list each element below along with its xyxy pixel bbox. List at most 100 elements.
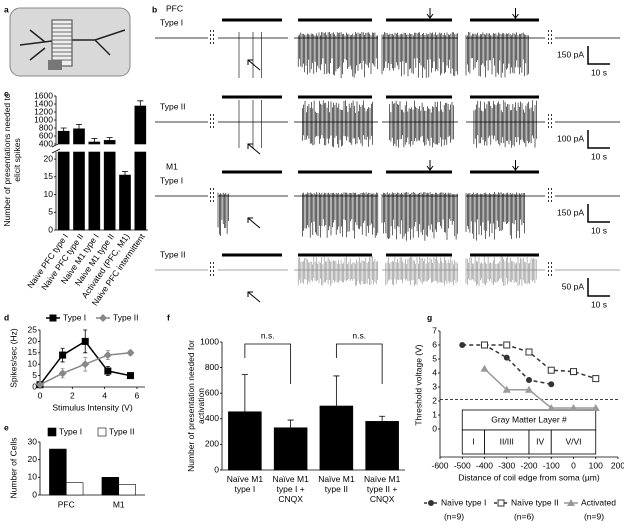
scale-label: 150 pA	[557, 207, 584, 217]
bar	[365, 421, 399, 471]
marker	[526, 377, 532, 383]
bar	[57, 130, 70, 145]
legend-count: (n=9)	[444, 511, 464, 521]
marker	[49, 314, 57, 322]
bar-label: n=6	[107, 210, 117, 225]
spikes	[385, 256, 458, 286]
marker	[59, 351, 67, 359]
panel-label: c	[4, 88, 9, 98]
scale-bar	[587, 46, 610, 65]
x-tick-label: -400	[476, 460, 493, 470]
y-tick-label: 0	[32, 381, 37, 391]
error-bar	[137, 100, 144, 106]
trace-label: Type II	[160, 249, 186, 259]
spikes	[217, 192, 229, 236]
scale-label: 100 pA	[557, 133, 584, 143]
legend-label: Type II	[109, 426, 135, 436]
trace-label: Type II	[160, 101, 186, 111]
x-tick-label: 6	[135, 390, 140, 400]
y-axis-label: Spikes/sec (Hz)	[8, 328, 18, 388]
y-tick-label: 7	[432, 325, 437, 335]
layer-label: IV	[536, 436, 544, 446]
error-bar	[106, 137, 113, 141]
significance-bracket	[244, 343, 292, 384]
y-tick-label: 1600	[34, 90, 53, 100]
bar	[73, 151, 85, 231]
y-axis-label: Threshold voltage (V)	[413, 344, 423, 425]
x-tick-label: 0	[38, 390, 43, 400]
y-tick-label: 600	[205, 387, 219, 397]
marker	[591, 404, 600, 411]
marker	[567, 499, 575, 506]
y-axis-label: Number of Cells	[8, 438, 18, 499]
y-tick-label: 400	[39, 138, 53, 148]
bar	[103, 151, 116, 231]
marker	[525, 385, 533, 393]
layer-label: V/VI	[565, 436, 581, 446]
series-line	[484, 344, 596, 380]
scale-label: 10 s	[591, 225, 607, 235]
panel-label: d	[4, 312, 9, 322]
table-title: Gray Matter Layer #	[491, 414, 567, 424]
x-tick-label: M1	[113, 499, 125, 509]
spikes	[465, 32, 529, 78]
x-tick-label: 0	[571, 460, 576, 470]
bar-label: n=44	[122, 206, 132, 225]
spikes	[473, 100, 537, 148]
x-tick-label: Naïve M1 type II	[318, 474, 355, 494]
y-tick-label: 200	[205, 439, 219, 449]
series-line	[483, 368, 596, 409]
y-tick-label: 1000	[34, 114, 53, 124]
marker	[548, 381, 555, 388]
annotation: n.s.	[352, 330, 366, 340]
arrow	[426, 160, 434, 171]
error-bar	[76, 124, 82, 129]
significance-bracket	[335, 343, 383, 384]
y-axis-label: Number of presentations needed to elicit…	[2, 93, 22, 227]
error-bar	[333, 375, 340, 406]
x-tick-label: 2	[70, 390, 75, 400]
y-tick-label: 10	[28, 358, 38, 368]
x-tick-label: Naïve M1 type I	[226, 474, 264, 494]
y-tick-label: 15	[44, 171, 54, 181]
bar	[49, 448, 67, 496]
marker	[481, 341, 488, 349]
marker	[126, 348, 135, 357]
x-tick-label: PFC	[58, 499, 75, 509]
y-tick-label: 2	[432, 395, 437, 405]
y-tick-label: 20	[28, 336, 38, 346]
x-tick-label: Naïve M1 type II + CNQX	[363, 474, 401, 504]
y-tick-label: 800	[39, 122, 53, 132]
marker	[525, 348, 533, 356]
y-tick-label: 1000	[200, 336, 219, 346]
marker	[502, 385, 511, 393]
error-bar	[379, 415, 386, 422]
x-tick-label: 100	[589, 460, 603, 470]
marker	[99, 314, 107, 322]
error-bar	[60, 127, 67, 132]
x-tick-label: 4	[102, 390, 107, 400]
scale-bar	[587, 204, 610, 223]
bar	[88, 151, 101, 231]
marker	[547, 366, 555, 374]
bar	[101, 477, 120, 496]
legend-label: Type I	[63, 312, 86, 322]
y-tick-label: 0	[214, 464, 219, 474]
y-tick-label: 15	[28, 347, 38, 357]
arrow	[247, 291, 261, 303]
arrow	[247, 217, 261, 229]
scale-label: 50 pA	[562, 281, 585, 291]
legend-swatch	[47, 427, 57, 437]
bar-label: n=7	[288, 450, 298, 465]
y-tick-label: 20	[28, 454, 38, 464]
bar	[65, 482, 84, 496]
arrow	[247, 143, 261, 155]
y-tick-label: 4	[432, 367, 437, 377]
marker	[503, 354, 510, 361]
arrow	[512, 8, 519, 19]
trace-label: Type I	[160, 17, 183, 27]
layer-label: I	[472, 436, 474, 446]
panel-label: a	[4, 4, 9, 14]
x-tick-label: 200	[611, 460, 624, 470]
